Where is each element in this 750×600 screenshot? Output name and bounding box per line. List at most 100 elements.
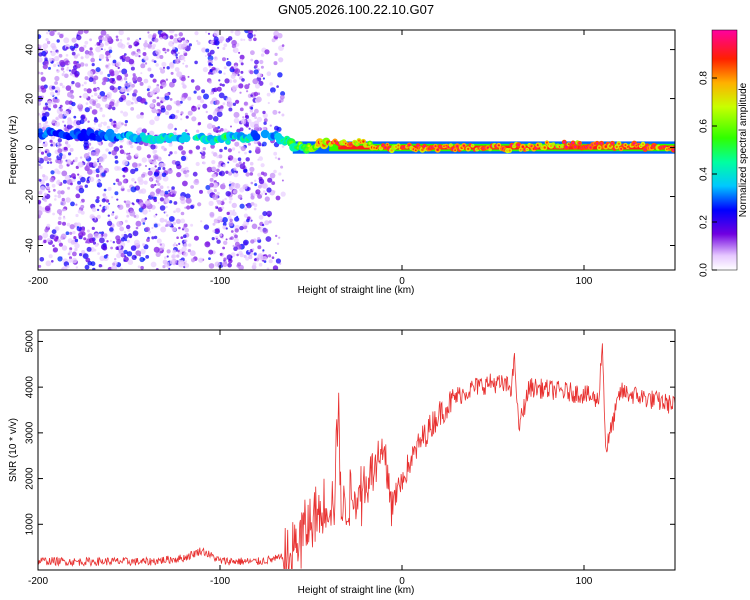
spectral-point	[230, 30, 234, 34]
ridge-point-core	[476, 148, 478, 151]
y-tick-label: -20	[25, 189, 36, 204]
spectral-point	[251, 104, 254, 107]
spectral-point	[248, 249, 251, 253]
spectral-point	[165, 205, 168, 209]
spectral-point	[79, 156, 83, 159]
spectral-point	[99, 91, 106, 97]
spectral-point	[51, 260, 54, 263]
spectral-point	[72, 251, 77, 257]
spectral-point	[81, 84, 84, 87]
spectral-point	[220, 105, 224, 109]
spectral-point	[56, 92, 60, 96]
spectral-point	[263, 121, 267, 125]
ridge-point-core	[456, 145, 459, 148]
spectral-point	[264, 220, 270, 226]
spectral-point	[50, 42, 56, 49]
spectral-point	[54, 75, 60, 82]
spectral-point	[219, 36, 225, 42]
spectral-point	[229, 196, 233, 201]
spectral-point	[236, 30, 240, 33]
spectral-point	[101, 81, 106, 86]
spectral-point	[202, 147, 206, 151]
spectral-point	[96, 196, 100, 200]
spectral-point	[38, 112, 41, 116]
ridge-point-core	[408, 143, 411, 147]
spectral-point	[92, 267, 96, 270]
spectral-point	[164, 256, 167, 259]
spectral-point	[73, 60, 78, 65]
ridge-point-core	[563, 141, 566, 144]
spectral-point	[111, 196, 114, 199]
spectral-point	[217, 46, 220, 49]
spectral-point	[239, 225, 244, 231]
spectral-point	[96, 208, 100, 212]
spectral-point	[227, 36, 233, 41]
spectral-point	[155, 251, 161, 257]
spectral-point	[65, 100, 70, 105]
spectral-point	[79, 253, 83, 257]
spectral-point	[236, 253, 239, 257]
spectral-point	[103, 233, 108, 238]
spectral-point	[269, 172, 276, 179]
spectral-point	[48, 203, 52, 207]
spectral-point	[194, 60, 198, 65]
spectral-point	[266, 92, 271, 97]
spectral-point	[60, 200, 66, 206]
spectral-point	[221, 206, 225, 210]
spectral-point	[238, 161, 242, 165]
spectral-point	[99, 71, 104, 75]
spectral-point	[123, 259, 126, 262]
spectral-point	[124, 219, 128, 223]
spectral-point	[159, 162, 164, 168]
spectral-point	[264, 49, 270, 55]
spectral-point	[75, 266, 79, 269]
ridge-point-core	[611, 142, 614, 145]
spectral-point	[144, 62, 148, 65]
spectral-point	[172, 53, 176, 57]
spectral-point	[162, 66, 166, 69]
spectral-point	[135, 198, 140, 203]
spectral-point	[103, 254, 108, 259]
ridge-point-core	[454, 149, 456, 152]
spectral-point	[202, 67, 208, 73]
spectral-point	[127, 233, 133, 238]
spectral-point	[164, 51, 167, 54]
spectral-point	[184, 263, 190, 268]
spectral-point	[255, 146, 261, 152]
spectral-point	[120, 110, 124, 114]
spectral-point	[135, 220, 142, 227]
spectral-point	[232, 102, 237, 107]
spectral-point	[218, 154, 223, 159]
spectral-point	[48, 57, 53, 62]
spectral-point	[80, 210, 85, 215]
spectral-point	[231, 42, 234, 45]
spectral-point	[156, 96, 160, 100]
spectral-point	[213, 189, 217, 193]
spectral-point	[109, 101, 115, 107]
spectral-point	[154, 115, 160, 122]
spectral-point	[97, 123, 103, 128]
ridge-point-core	[471, 144, 474, 147]
spectral-point	[238, 83, 244, 89]
spectral-point	[211, 151, 214, 154]
spectral-point	[161, 172, 167, 178]
spectral-point	[39, 165, 43, 170]
snr-panel: -200 -100 0 100 1000 2000 3000 4000 5000 Height…	[8, 329, 676, 596]
spectral-point	[262, 249, 265, 252]
spectral-point	[87, 70, 93, 77]
spectral-point	[115, 246, 119, 250]
spectral-point	[153, 214, 157, 218]
spectral-point	[124, 123, 128, 127]
spectral-point	[66, 124, 73, 130]
ridge-point-core	[526, 148, 528, 151]
spectral-point	[237, 194, 243, 200]
spectral-point	[91, 55, 94, 58]
ridge-point-core	[357, 139, 361, 142]
spectral-point	[187, 110, 193, 116]
spectral-point	[97, 160, 100, 163]
spectral-point	[84, 40, 89, 45]
spectral-point	[121, 233, 125, 237]
spectral-point	[248, 206, 250, 209]
spectral-point	[148, 230, 152, 234]
ridge-point-core	[362, 140, 365, 143]
